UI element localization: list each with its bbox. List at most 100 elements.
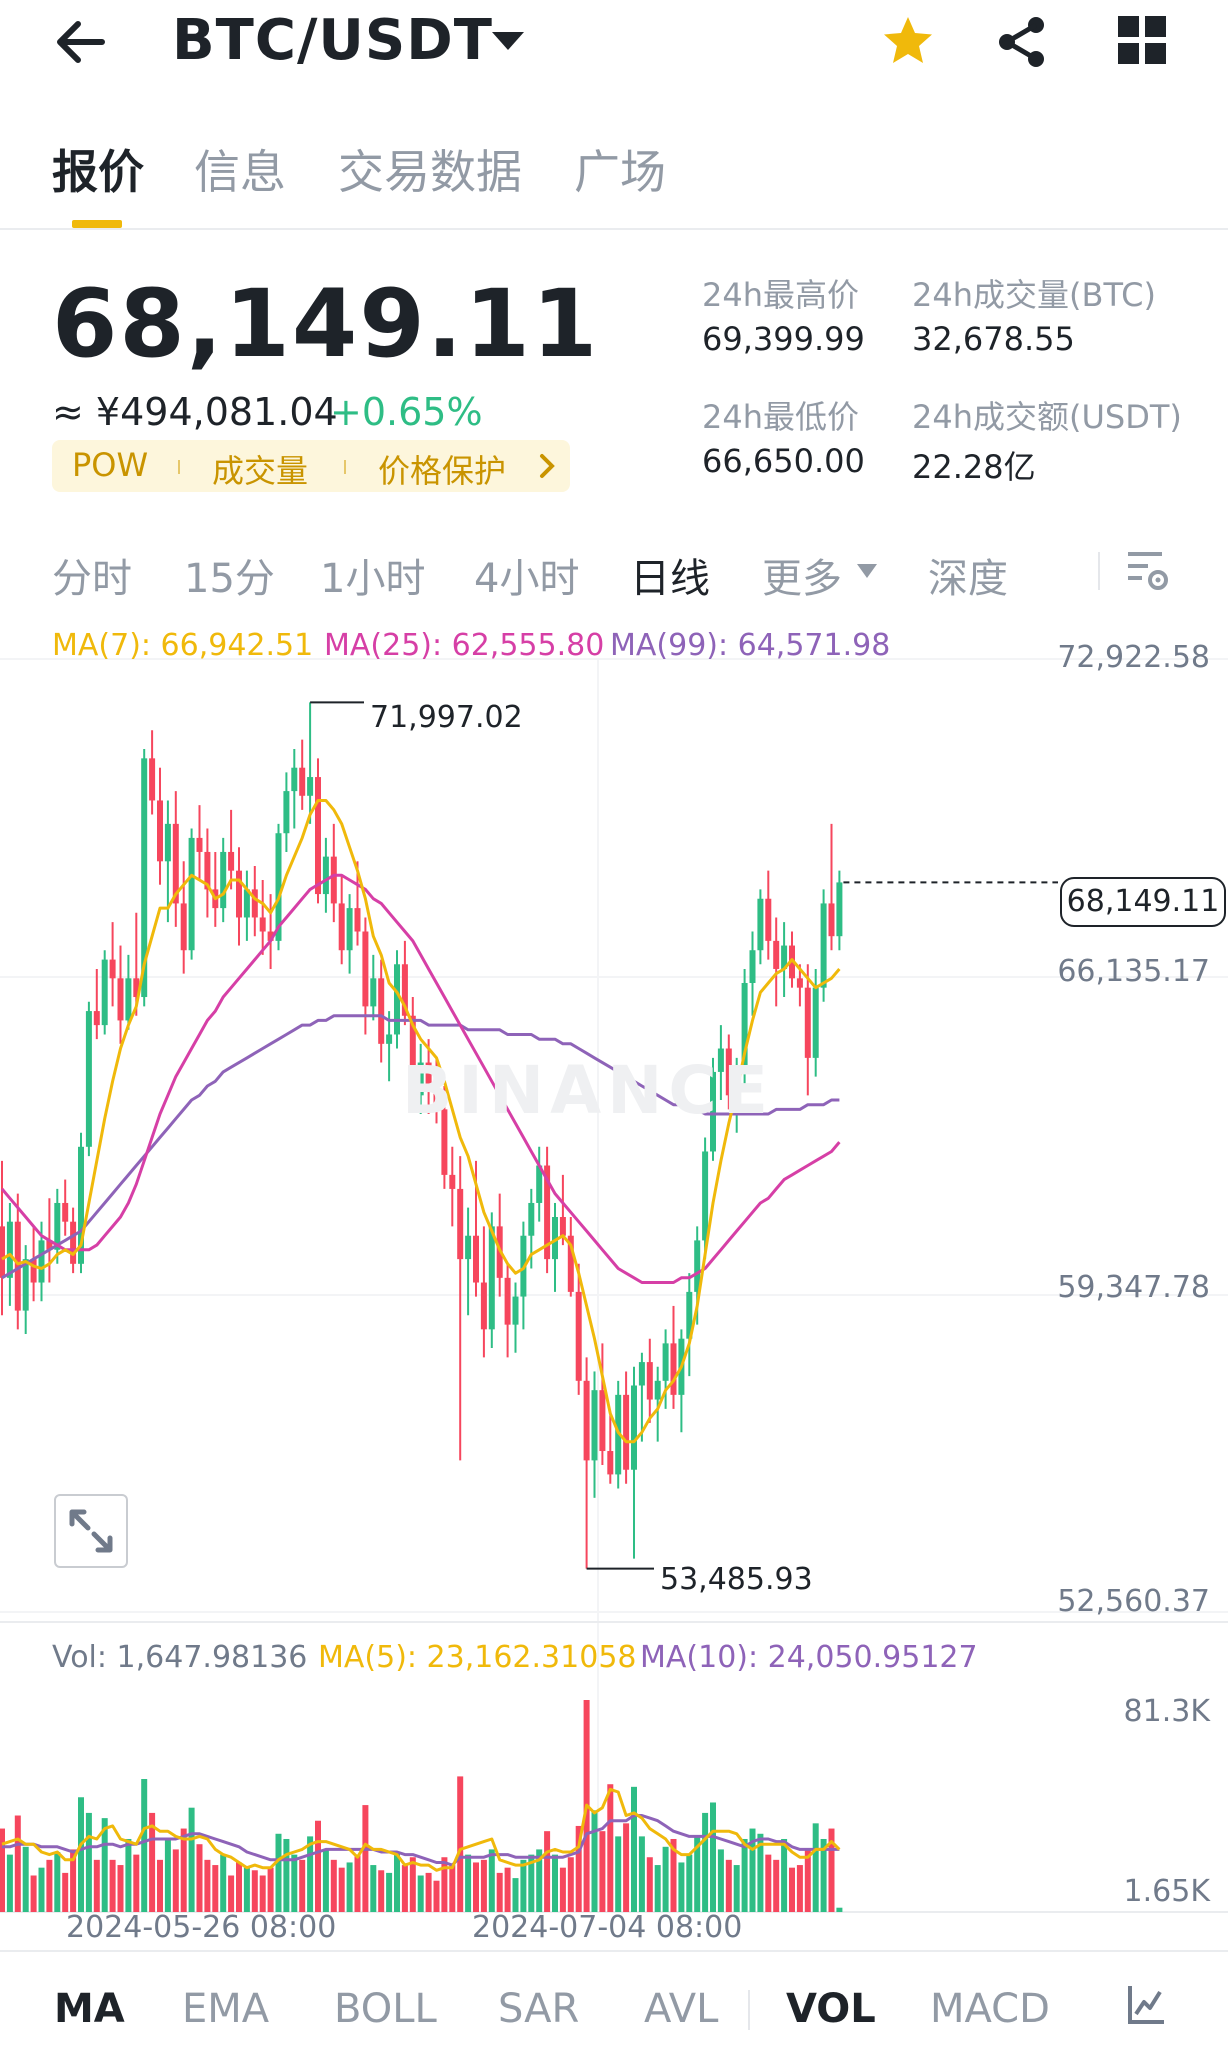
- volume-bar: [188, 1807, 195, 1912]
- volume-bar: [781, 1838, 788, 1912]
- interval-15m[interactable]: 15分: [184, 556, 275, 602]
- volume-bar: [567, 1857, 574, 1912]
- volume-bar: [488, 1849, 495, 1912]
- candle-body: [820, 903, 827, 988]
- volume-bar: [710, 1802, 716, 1912]
- candle-body: [607, 1451, 614, 1475]
- stat-low-label: 24h最低价: [702, 398, 860, 436]
- volume-bar: [236, 1862, 242, 1912]
- volume-bar: [670, 1838, 677, 1912]
- more-dropdown-icon[interactable]: [856, 562, 878, 580]
- volume-bar: [552, 1854, 558, 1912]
- ma99-legend: MA(99): 64,571.98: [610, 628, 891, 663]
- volume-bar: [85, 1812, 92, 1912]
- last-price: 68,149.11: [52, 270, 600, 379]
- volume-bar: [267, 1867, 274, 1912]
- volume-bar: [338, 1867, 345, 1912]
- volume-bar: [820, 1838, 827, 1912]
- top-tabs: 报价 信息 交易数据 广场: [0, 130, 1228, 230]
- tab-trading-data[interactable]: 交易数据: [338, 145, 522, 199]
- favorite-star-icon[interactable]: [880, 14, 936, 70]
- candle-body: [480, 1282, 487, 1330]
- pair-title[interactable]: BTC/USDT: [172, 8, 493, 73]
- interval-more[interactable]: 更多: [762, 556, 842, 602]
- candle-body: [204, 851, 211, 890]
- back-arrow-icon[interactable]: [52, 14, 116, 70]
- candle-body: [259, 917, 266, 932]
- max-price-label: 71,997.02: [370, 700, 523, 735]
- volume-bar: [401, 1865, 408, 1912]
- tab-quote[interactable]: 报价: [52, 145, 144, 199]
- candle-body: [575, 1291, 582, 1381]
- candle-body: [401, 964, 408, 1016]
- volume-bar: [599, 1831, 606, 1912]
- volume-bar: [694, 1836, 701, 1912]
- candle-body: [354, 908, 361, 932]
- volume-bar: [575, 1825, 582, 1912]
- candle-body: [283, 791, 290, 834]
- candle-body: [275, 833, 282, 941]
- candle-body: [828, 903, 835, 937]
- volume-bar: [141, 1779, 148, 1912]
- expand-icon: [69, 1509, 113, 1553]
- volume-bar: [812, 1823, 819, 1912]
- candle-body: [307, 777, 314, 796]
- indicator-macd[interactable]: MACD: [930, 1986, 1050, 2032]
- fiat-price: ≈ ¥494,081.04: [52, 390, 338, 434]
- volume-bar: [291, 1854, 298, 1912]
- volume-bar: [702, 1812, 709, 1912]
- price-change: +0.65%: [330, 390, 483, 434]
- volume-bar: [725, 1859, 732, 1912]
- interval-4h[interactable]: 4小时: [474, 556, 580, 602]
- candle-body: [362, 931, 369, 1007]
- candle-body: [70, 1221, 77, 1264]
- volume-bar: [204, 1859, 211, 1912]
- tab-square[interactable]: 广场: [574, 145, 666, 199]
- interval-divider: [1098, 552, 1100, 590]
- candle-body: [6, 1221, 13, 1278]
- volume-bar: [101, 1818, 108, 1912]
- candle-body: [394, 964, 400, 1035]
- volume-bar: [164, 1838, 171, 1912]
- candle-body: [567, 1235, 574, 1292]
- interval-1h[interactable]: 1小时: [320, 556, 426, 602]
- volume-bar: [773, 1859, 780, 1912]
- interval-1d[interactable]: 日线: [630, 556, 710, 602]
- volume-bar: [741, 1838, 748, 1912]
- indicator-ema[interactable]: EMA: [182, 1986, 270, 2032]
- expand-chart-button[interactable]: [54, 1494, 128, 1568]
- candle-body: [559, 1217, 566, 1236]
- candle-body: [180, 903, 187, 951]
- candle-body: [717, 1048, 724, 1072]
- indicator-boll[interactable]: BOLL: [334, 1986, 437, 2032]
- candle-body: [473, 1235, 479, 1283]
- volume-bar: [386, 1872, 393, 1912]
- tab-info[interactable]: 信息: [194, 145, 286, 199]
- indicator-sar[interactable]: SAR: [498, 1986, 580, 2032]
- volume-bar: [133, 1854, 140, 1912]
- candle-body: [188, 837, 195, 951]
- share-icon[interactable]: [996, 14, 1048, 70]
- tag-bar[interactable]: POW 成交量 价格保护: [52, 440, 570, 492]
- interval-time[interactable]: 分时: [52, 556, 132, 602]
- volume-bar: [93, 1859, 100, 1912]
- candle-body: [125, 978, 132, 1021]
- chart-settings-icon[interactable]: [1126, 548, 1170, 592]
- candle-body: [433, 1085, 440, 1110]
- vol-ma5-line: [1, 1787, 841, 1872]
- volume-bar: [370, 1865, 377, 1912]
- volume-bar: [354, 1854, 361, 1912]
- interval-depth[interactable]: 深度: [928, 556, 1008, 602]
- volume-bar: [117, 1865, 124, 1912]
- volume-bar: [757, 1833, 764, 1912]
- grid-menu-icon[interactable]: [1118, 16, 1166, 64]
- candle-body: [638, 1362, 645, 1386]
- indicator-settings-icon[interactable]: [1126, 1982, 1166, 2026]
- price-chart[interactable]: [0, 616, 1228, 1946]
- indicator-ma[interactable]: MA: [54, 1986, 125, 2032]
- pair-dropdown-icon[interactable]: [490, 28, 526, 54]
- indicator-avl[interactable]: AVL: [644, 1986, 719, 2032]
- candle-body: [299, 767, 306, 796]
- stat-vol-btc-label: 24h成交量(BTC): [912, 276, 1156, 314]
- indicator-vol[interactable]: VOL: [786, 1986, 876, 2032]
